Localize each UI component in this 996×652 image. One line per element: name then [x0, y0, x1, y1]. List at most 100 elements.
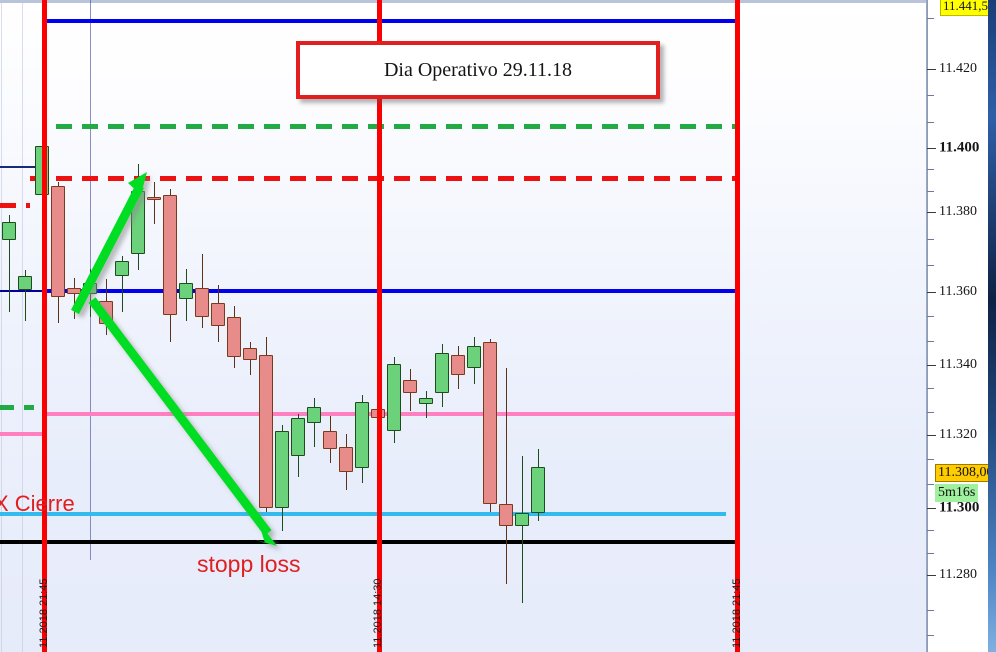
session-line-mid[interactable] — [377, 0, 382, 652]
candle-wick — [522, 455, 523, 604]
candle-body[interactable] — [403, 380, 417, 393]
price-tick-minor — [927, 169, 934, 171]
price-tick — [927, 575, 936, 576]
level-cyan-cierre[interactable] — [0, 512, 726, 516]
previous-session-panel — [0, 0, 42, 652]
candle-body[interactable] — [51, 185, 65, 298]
price-tick-minor — [927, 316, 934, 318]
price-tick-minor — [927, 635, 934, 636]
candle-body[interactable] — [179, 283, 193, 300]
level-green-dashed-target[interactable] — [56, 124, 738, 129]
price-tick-label: 11.300 — [939, 499, 980, 516]
session-line-open[interactable] — [42, 0, 47, 652]
level-upper-blue-resistance[interactable] — [42, 19, 738, 23]
level-red-dashed-resistance[interactable] — [30, 176, 738, 181]
price-tick-label: 11.360 — [939, 284, 977, 299]
price-tick-minor — [927, 483, 934, 485]
price-tick-minor — [927, 95, 934, 97]
window-right-edge-strip — [988, 0, 996, 652]
level-green-dashed-left-stub — [0, 405, 34, 410]
candle-body[interactable] — [275, 430, 289, 508]
price-tick-label: 11.320 — [939, 427, 977, 442]
candle-body[interactable] — [531, 466, 545, 514]
candle-wick — [9, 214, 10, 312]
candle-body[interactable] — [163, 194, 177, 316]
candle-body[interactable] — [227, 317, 241, 357]
price-tick-minor — [927, 459, 934, 461]
candle-body[interactable] — [99, 301, 113, 325]
candle-wick — [25, 270, 26, 321]
stop-loss-label: stopp loss — [197, 551, 301, 577]
candle-wick — [154, 182, 155, 224]
price-tick-minor — [927, 18, 934, 19]
price-tick-minor — [927, 340, 934, 342]
candle-body[interactable] — [243, 347, 257, 361]
price-tick-minor — [927, 265, 934, 267]
candle-body[interactable] — [499, 504, 513, 526]
candle-body[interactable] — [259, 355, 273, 508]
candle-body[interactable] — [323, 430, 337, 449]
price-tick — [927, 365, 936, 366]
candle-body[interactable] — [131, 191, 145, 255]
candle-body[interactable] — [67, 288, 81, 294]
candle-body[interactable] — [467, 346, 481, 368]
level-mid-blue-support[interactable] — [42, 289, 738, 293]
chart-top-border — [0, 0, 926, 3]
price-axis-line — [927, 0, 928, 652]
price-tick — [927, 69, 936, 70]
candle-body[interactable] — [211, 302, 225, 327]
title-text: Dia Operativo 29.11.18 — [383, 58, 573, 81]
price-tick-label: 11.420 — [939, 61, 977, 76]
price-tick-minor — [927, 552, 934, 554]
candle-body[interactable] — [115, 261, 129, 276]
price-tick — [927, 292, 936, 293]
time-axis-label: 11.2018 21:45 — [38, 578, 50, 648]
candle-body[interactable] — [291, 418, 305, 456]
candle-body[interactable] — [451, 355, 465, 375]
price-tick-label: 11.380 — [939, 204, 977, 219]
price-axis[interactable]: 11.420 11.400 11.380 11.360 11.340 11.320 11.3… — [926, 0, 996, 652]
session-line-close[interactable] — [735, 0, 740, 652]
top-price-tag: 11.441,5 — [940, 0, 992, 16]
candle-body[interactable] — [195, 288, 209, 318]
price-tick — [927, 508, 936, 509]
close-level-label: X Cierre — [0, 491, 75, 516]
chart-plot-area[interactable]: Dia Operativo 29.11.18 stopp loss X Cier… — [0, 0, 926, 652]
candle-body[interactable] — [18, 275, 32, 291]
price-tick — [927, 212, 936, 213]
price-tick-minor — [927, 388, 934, 390]
candle-body[interactable] — [2, 221, 16, 240]
time-axis-label: 11.2018 14:30 — [372, 578, 384, 648]
candle-wick — [426, 391, 427, 418]
candle-wick — [74, 277, 75, 319]
candle-body[interactable] — [483, 342, 497, 505]
title-callout-box[interactable]: Dia Operativo 29.11.18 — [296, 41, 660, 99]
price-tick-label: 11.280 — [939, 567, 977, 582]
candle-body[interactable] — [307, 407, 321, 424]
candle-body[interactable] — [387, 364, 401, 431]
price-tick-minor — [927, 121, 934, 123]
candle-body[interactable] — [419, 398, 433, 404]
candle-body[interactable] — [435, 353, 449, 393]
candle-body[interactable] — [339, 446, 353, 472]
grid-line-vertical — [22, 0, 23, 652]
last-price-tag: 11.308,00 — [935, 464, 996, 482]
level-pink-pivot-left-stub — [0, 432, 42, 436]
candle-body[interactable] — [355, 401, 369, 469]
bar-countdown-tag: 5m16s — [935, 484, 979, 502]
price-tick — [927, 435, 936, 436]
candle-body[interactable] — [515, 513, 529, 526]
price-tick-minor — [927, 238, 934, 240]
price-tick-minor — [927, 530, 934, 532]
grid-line-vertical — [1, 0, 2, 652]
level-black-stop[interactable] — [0, 540, 738, 544]
candle-body[interactable] — [147, 196, 161, 201]
level-navy-left-marker — [0, 166, 42, 168]
price-tick-minor — [927, 190, 934, 192]
level-mid-blue-support-left-stub — [0, 290, 42, 292]
level-red-dashed-resistance-left-stub — [0, 203, 30, 208]
price-tick-minor — [927, 610, 934, 611]
price-tick-label: 11.400 — [939, 139, 980, 156]
candle-body[interactable] — [83, 283, 97, 294]
